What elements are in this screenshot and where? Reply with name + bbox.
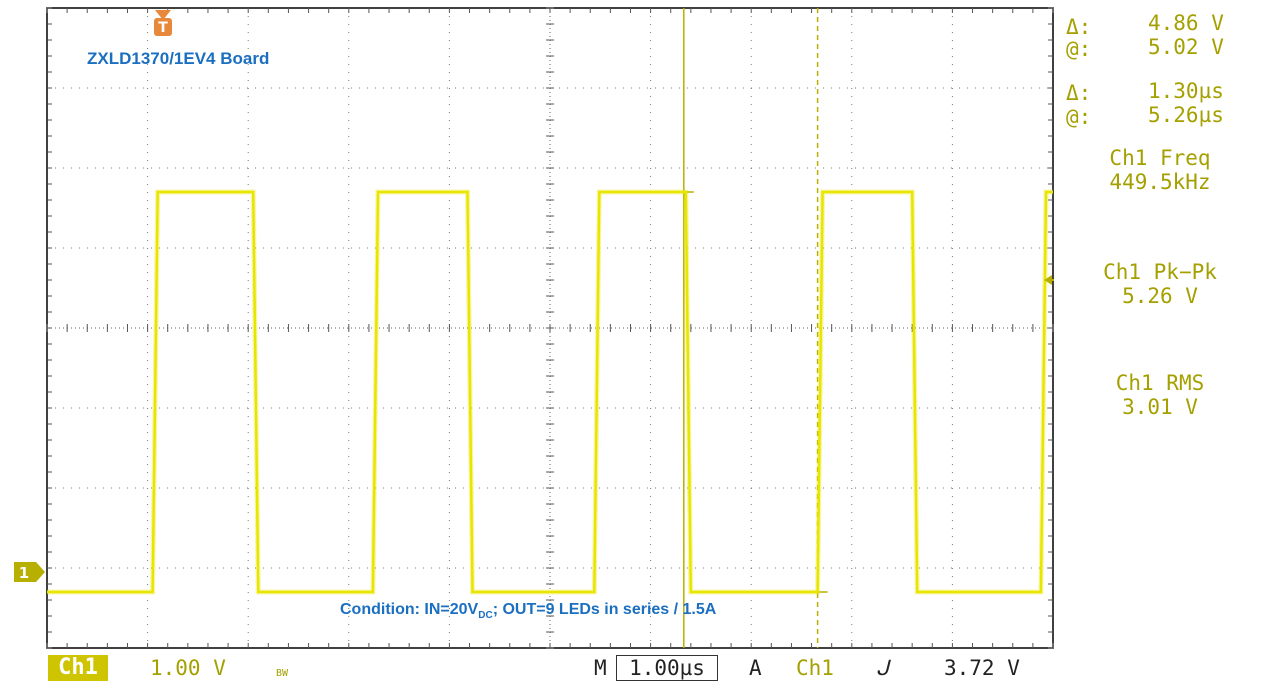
svg-text:1: 1: [19, 564, 29, 582]
trigger-mode: A: [749, 656, 762, 680]
pkpk-value: 5.26 V: [1122, 284, 1198, 308]
volt-at-value: 5.02 V: [1148, 35, 1224, 59]
volt-delta-label: Δ:: [1066, 15, 1092, 39]
rising-edge-icon: ᒍ: [876, 656, 890, 680]
pkpk-label: Ch1 Pk−Pk: [1103, 260, 1217, 284]
condition-annotation: Condition: IN=20VDC; OUT=9 LEDs in serie…: [340, 601, 717, 622]
freq-label: Ch1 Freq: [1109, 146, 1211, 170]
time-delta-label: Δ:: [1066, 81, 1092, 105]
volt-delta-value: 4.86 V: [1148, 11, 1224, 35]
time-at-value: 5.26µs: [1148, 103, 1224, 127]
board-title: ZXLD1370/1EV4 Board: [87, 49, 270, 68]
rms-label: Ch1 RMS: [1115, 371, 1205, 395]
volts-per-div: 1.00 V: [150, 656, 226, 680]
time-at-label: @:: [1066, 105, 1092, 129]
channel-badge: Ch1: [48, 655, 108, 681]
channel-1-ground-marker: 1: [14, 562, 45, 582]
bandwidth-limit: BW: [276, 668, 289, 679]
svg-text:T: T: [158, 20, 168, 36]
timebase-prefix: M: [594, 656, 607, 680]
volt-at-label: @:: [1066, 37, 1092, 61]
graticule-grid: [46, 7, 1054, 649]
rms-value: 3.01 V: [1122, 395, 1198, 419]
trigger-channel: Ch1: [796, 656, 834, 680]
trace-line: [47, 190, 1053, 594]
time-per-div: 1.00µs: [616, 655, 718, 681]
trigger-level-arrow: [1044, 275, 1054, 285]
ch1-trace: [47, 189, 1053, 595]
freq-value: 449.5kHz: [1109, 170, 1211, 194]
trigger-position-marker: T: [154, 10, 172, 36]
trigger-level: 3.72 V: [944, 656, 1020, 680]
time-delta-value: 1.30µs: [1148, 79, 1224, 103]
